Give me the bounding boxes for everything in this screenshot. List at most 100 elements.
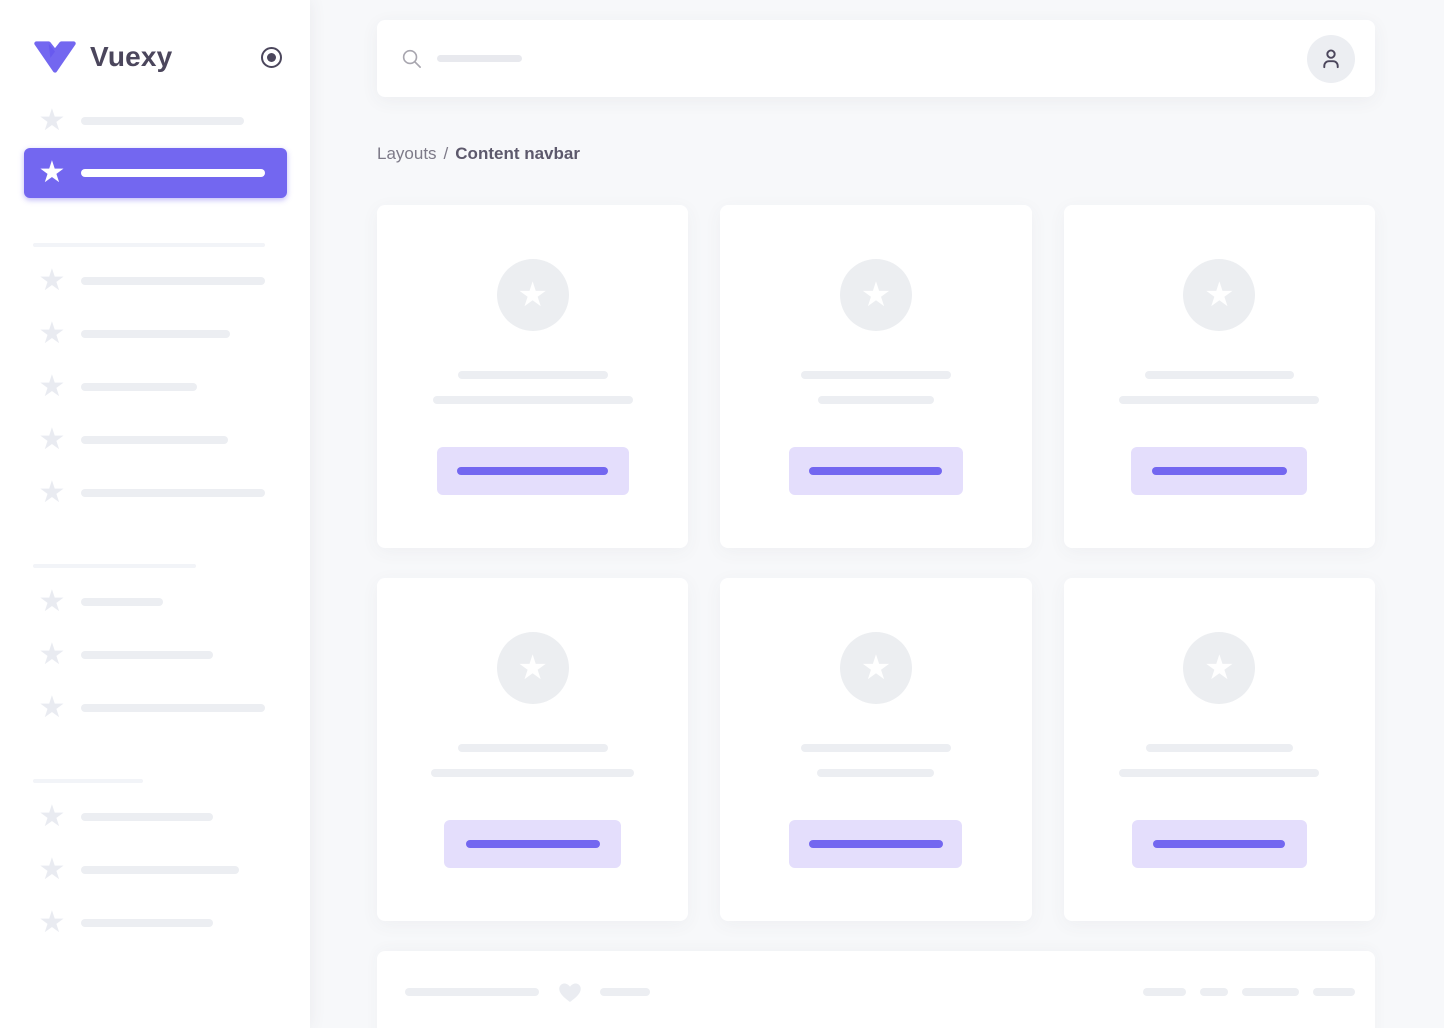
card-button[interactable] — [1131, 820, 1307, 868]
sidebar-item[interactable]: ★ — [0, 307, 310, 360]
card-title-placeholder — [457, 744, 608, 752]
star-icon: ★ — [860, 649, 892, 687]
menu-label-placeholder — [81, 488, 265, 497]
star-icon: ★ — [517, 276, 548, 314]
card-button[interactable] — [1131, 447, 1308, 495]
menu-label-placeholder — [81, 382, 197, 391]
button-label-placeholder — [465, 840, 600, 848]
main-content: Layouts / Content navbar ★ ★ ★ ★ ★ ★ — [310, 0, 1444, 1028]
sidebar-item[interactable]: ★ — [0, 413, 310, 466]
sidebar-item[interactable]: ★ — [0, 790, 310, 843]
card-text-placeholder — [431, 769, 635, 777]
star-icon: ★ — [38, 369, 66, 403]
button-label-placeholder — [1153, 840, 1286, 848]
section-header-placeholder — [33, 564, 196, 568]
footer-link-placeholder — [1143, 988, 1186, 996]
card-avatar-placeholder: ★ — [1183, 632, 1256, 704]
card-text-placeholder — [817, 769, 935, 777]
breadcrumb-parent[interactable]: Layouts — [377, 144, 437, 163]
search-placeholder-bar — [437, 55, 522, 62]
sidebar-item[interactable]: ★ — [0, 94, 310, 147]
star-icon: ★ — [38, 156, 66, 189]
card-avatar-placeholder: ★ — [496, 259, 569, 331]
menu-label-placeholder — [81, 435, 228, 444]
star-icon: ★ — [1204, 276, 1235, 314]
user-avatar-button[interactable] — [1307, 34, 1355, 83]
card-title-placeholder — [800, 744, 951, 752]
footer-link-placeholder — [1313, 988, 1355, 996]
star-icon: ★ — [38, 905, 66, 939]
star-icon: ★ — [38, 852, 66, 886]
star-icon: ★ — [38, 422, 66, 456]
menu-label-placeholder — [81, 703, 265, 712]
card-button[interactable] — [789, 820, 963, 868]
card-button[interactable] — [444, 820, 622, 868]
star-icon: ★ — [38, 316, 66, 350]
sidebar-collapse-toggle[interactable] — [261, 46, 282, 68]
button-label-placeholder — [457, 467, 609, 475]
menu-label-placeholder — [81, 329, 230, 338]
card-button[interactable] — [788, 447, 963, 495]
star-icon: ★ — [38, 799, 66, 833]
brand-name: Vuexy — [90, 41, 173, 72]
card-title-placeholder — [1145, 744, 1293, 752]
sidebar-item[interactable]: ★ — [0, 681, 310, 734]
menu-label-placeholder — [81, 597, 163, 606]
button-label-placeholder — [809, 467, 943, 475]
card-4: ★ — [377, 578, 689, 921]
star-icon: ★ — [38, 637, 66, 671]
card-5: ★ — [720, 578, 1032, 921]
button-label-placeholder — [1151, 467, 1287, 475]
sidebar-item[interactable]: ★ — [0, 575, 310, 628]
card-title-placeholder — [1144, 371, 1294, 379]
card-avatar-placeholder: ★ — [1183, 259, 1256, 331]
star-icon: ★ — [38, 475, 66, 509]
star-icon: ★ — [38, 103, 66, 137]
footer-link-placeholder — [1200, 988, 1228, 996]
star-icon: ★ — [38, 690, 66, 724]
card-6: ★ — [1063, 578, 1375, 921]
sidebar-item[interactable]: ★ — [0, 466, 310, 519]
breadcrumb-current: Content navbar — [455, 144, 580, 163]
search-navbar[interactable] — [377, 20, 1375, 97]
card-3: ★ — [1063, 205, 1375, 548]
star-icon: ★ — [38, 263, 66, 297]
footer-text-placeholder — [600, 988, 650, 996]
search-icon — [402, 49, 421, 68]
sidebar-nav: ★ ★ ★ ★ ★ ★ ★ ★ ★ ★ ★ ★ ★ — [0, 94, 310, 949]
breadcrumb: Layouts / Content navbar — [377, 144, 1375, 163]
footer — [377, 951, 1375, 1028]
star-icon: ★ — [517, 649, 548, 687]
footer-text-placeholder — [405, 988, 539, 996]
breadcrumb-separator: / — [443, 144, 449, 163]
card-avatar-placeholder: ★ — [839, 259, 912, 331]
radio-dot-icon — [267, 52, 276, 62]
menu-label-placeholder — [81, 276, 265, 285]
card-button[interactable] — [436, 447, 629, 495]
sidebar-item[interactable]: ★ — [0, 628, 310, 681]
menu-label-placeholder — [81, 865, 239, 874]
sidebar-item[interactable]: ★ — [0, 360, 310, 413]
brand-logo-link[interactable]: Vuexy — [33, 40, 172, 74]
sidebar-item[interactable]: ★ — [0, 896, 310, 949]
sidebar-item-active[interactable]: ★ — [24, 148, 287, 198]
card-text-placeholder — [432, 396, 633, 404]
card-text-placeholder — [1119, 396, 1320, 404]
card-1: ★ — [377, 205, 689, 548]
section-header-placeholder — [33, 243, 265, 247]
user-icon — [1323, 48, 1339, 68]
card-2: ★ — [720, 205, 1032, 548]
section-header-placeholder — [33, 779, 143, 783]
sidebar-item[interactable]: ★ — [0, 254, 310, 307]
card-title-placeholder — [800, 371, 951, 379]
card-avatar-placeholder: ★ — [839, 632, 912, 704]
menu-label-placeholder — [81, 116, 244, 125]
menu-label-placeholder — [81, 169, 265, 177]
heart-icon — [559, 983, 581, 1002]
vuexy-logo-icon — [34, 41, 76, 73]
card-text-placeholder — [1119, 769, 1320, 777]
footer-links — [1143, 988, 1355, 996]
star-icon: ★ — [1204, 649, 1235, 687]
footer-link-placeholder — [1242, 988, 1299, 996]
sidebar-item[interactable]: ★ — [0, 843, 310, 896]
